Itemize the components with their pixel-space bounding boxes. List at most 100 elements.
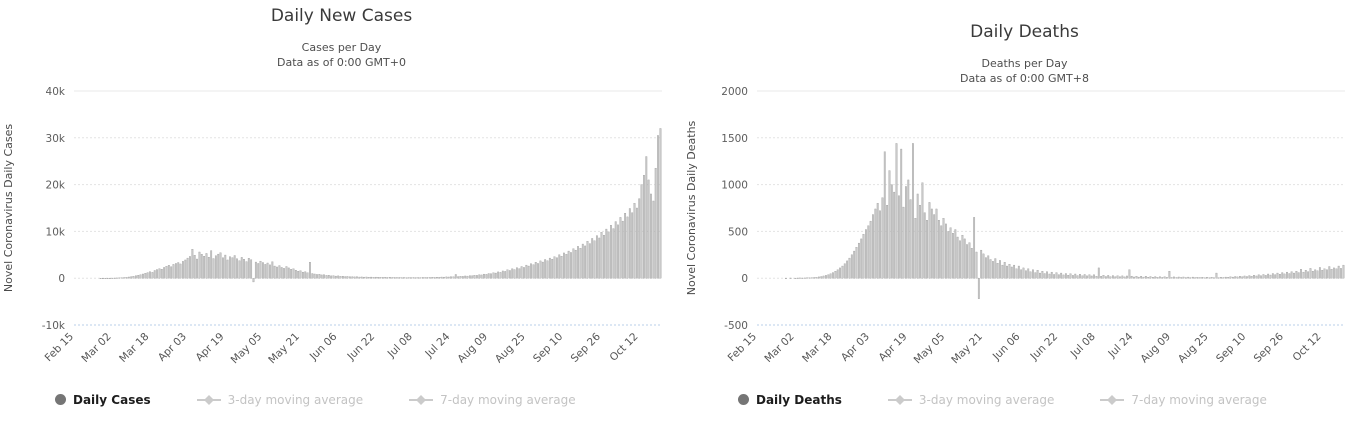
bar[interactable]: [949, 227, 952, 279]
bar[interactable]: [1121, 275, 1124, 279]
bar[interactable]: [116, 277, 118, 279]
bar[interactable]: [1161, 276, 1164, 279]
bar[interactable]: [817, 276, 820, 279]
bar[interactable]: [370, 276, 373, 279]
bar[interactable]: [182, 260, 184, 279]
bar[interactable]: [987, 255, 990, 279]
bar[interactable]: [1046, 271, 1048, 279]
bar[interactable]: [994, 258, 997, 279]
bar[interactable]: [1104, 276, 1107, 279]
bar[interactable]: [452, 276, 455, 279]
bar[interactable]: [403, 277, 405, 279]
bar[interactable]: [1264, 275, 1267, 279]
bar[interactable]: [236, 258, 238, 279]
bar[interactable]: [327, 274, 330, 279]
bar[interactable]: [1210, 276, 1213, 279]
bar[interactable]: [1180, 277, 1183, 279]
bar[interactable]: [963, 238, 966, 279]
bar[interactable]: [1250, 275, 1253, 279]
bar[interactable]: [144, 272, 147, 279]
bar[interactable]: [262, 262, 264, 279]
bar[interactable]: [874, 208, 877, 279]
legend-item-7day-average[interactable]: 7-day moving average: [1100, 393, 1267, 407]
bar[interactable]: [1050, 271, 1053, 279]
bar[interactable]: [1111, 275, 1114, 279]
bar[interactable]: [139, 274, 142, 279]
bar[interactable]: [600, 231, 603, 279]
bar[interactable]: [426, 276, 429, 279]
bar[interactable]: [511, 268, 514, 279]
bar[interactable]: [156, 269, 158, 279]
bar[interactable]: [384, 276, 387, 279]
legend-item-3day-average[interactable]: 3-day moving average: [887, 393, 1054, 407]
bar[interactable]: [947, 231, 950, 279]
bar[interactable]: [961, 234, 964, 279]
bar[interactable]: [1335, 268, 1338, 279]
bar[interactable]: [810, 277, 813, 279]
bar[interactable]: [796, 277, 799, 279]
bar[interactable]: [638, 198, 641, 279]
bar[interactable]: [400, 277, 403, 279]
bar[interactable]: [212, 258, 215, 279]
bar[interactable]: [1241, 276, 1244, 279]
bar[interactable]: [499, 271, 502, 279]
bar[interactable]: [1302, 271, 1305, 279]
bar[interactable]: [447, 276, 450, 279]
bar[interactable]: [1295, 270, 1298, 279]
bar[interactable]: [294, 269, 297, 279]
bar[interactable]: [1311, 270, 1314, 279]
bar[interactable]: [614, 221, 617, 279]
bar[interactable]: [471, 275, 474, 279]
bar[interactable]: [1194, 277, 1197, 279]
bar[interactable]: [789, 277, 792, 279]
bar[interactable]: [111, 277, 114, 279]
bar[interactable]: [1079, 273, 1081, 279]
bar[interactable]: [916, 193, 919, 279]
bar[interactable]: [304, 271, 307, 279]
bar[interactable]: [1119, 276, 1121, 279]
bar[interactable]: [1196, 276, 1199, 279]
bar[interactable]: [1297, 272, 1300, 279]
bar[interactable]: [283, 268, 285, 279]
bar[interactable]: [659, 128, 662, 279]
bar[interactable]: [351, 276, 354, 279]
bar[interactable]: [843, 263, 846, 279]
bar[interactable]: [605, 228, 608, 279]
bar[interactable]: [923, 212, 926, 279]
bar[interactable]: [167, 264, 170, 279]
bar[interactable]: [311, 273, 314, 279]
bar[interactable]: [433, 276, 436, 279]
bar[interactable]: [297, 270, 300, 279]
bar[interactable]: [1142, 276, 1145, 279]
bar[interactable]: [937, 219, 940, 279]
bar[interactable]: [1048, 273, 1051, 279]
bar[interactable]: [586, 240, 589, 279]
bar[interactable]: [652, 200, 655, 279]
bar[interactable]: [318, 273, 321, 279]
bar[interactable]: [603, 234, 605, 279]
bar[interactable]: [813, 277, 816, 279]
bar[interactable]: [104, 277, 107, 279]
bar[interactable]: [219, 252, 222, 279]
bar[interactable]: [130, 276, 133, 279]
bar[interactable]: [959, 240, 961, 279]
bar[interactable]: [1323, 268, 1326, 279]
bar[interactable]: [584, 245, 587, 279]
bar[interactable]: [832, 272, 834, 279]
bar[interactable]: [820, 276, 823, 279]
bar[interactable]: [440, 276, 443, 279]
bar[interactable]: [412, 277, 415, 279]
bar[interactable]: [1156, 276, 1159, 279]
bar[interactable]: [850, 254, 853, 279]
bar[interactable]: [137, 274, 140, 279]
bar[interactable]: [626, 216, 629, 279]
bar[interactable]: [1246, 276, 1248, 279]
bar[interactable]: [1010, 266, 1013, 279]
bar[interactable]: [1318, 267, 1321, 279]
bar[interactable]: [1147, 276, 1150, 279]
bar[interactable]: [558, 254, 561, 279]
bar[interactable]: [191, 248, 194, 279]
bar[interactable]: [647, 179, 650, 279]
bar[interactable]: [567, 250, 570, 279]
bar[interactable]: [158, 268, 161, 279]
